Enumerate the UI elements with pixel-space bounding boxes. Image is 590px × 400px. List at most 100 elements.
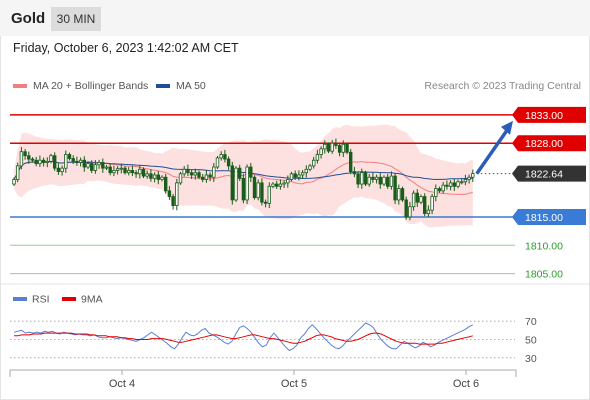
candle (19, 151, 24, 167)
candle (67, 154, 72, 159)
candle (467, 176, 471, 180)
forecast-arrow-layer (475, 120, 513, 175)
candle (123, 167, 127, 174)
candle (341, 143, 345, 153)
candle (178, 173, 183, 184)
candle (182, 168, 186, 175)
candle (419, 196, 423, 203)
candle (127, 170, 131, 174)
candle (404, 199, 408, 218)
ma50-swatch (156, 84, 170, 89)
header-bar: Gold 30 MIN (0, 0, 590, 36)
candle (267, 185, 271, 204)
candle (245, 166, 249, 201)
candle (219, 154, 223, 159)
rsi-swatch (13, 297, 27, 301)
candle (101, 162, 105, 169)
credit-text: Research © 2023 Trading Central (424, 80, 581, 92)
candle (212, 166, 216, 178)
forecast-arrow-head (501, 120, 513, 135)
candle (53, 155, 57, 169)
candle (311, 159, 316, 167)
candle (34, 159, 38, 165)
candle (300, 172, 305, 176)
level-label-resistance: 1833.00 (525, 110, 563, 122)
candle (382, 176, 386, 185)
level-labels-layer: 1833.00 1828.00 1822.64 1815.00 1810.00 1805.… (512, 106, 586, 281)
time-axis-layer: Oct 4 Oct 5 Oct 6 (9, 369, 517, 390)
candle (115, 168, 120, 171)
candle (160, 176, 164, 180)
candle (448, 182, 453, 187)
candle (75, 160, 79, 163)
candle (400, 188, 405, 201)
candle (289, 173, 294, 180)
candle (138, 168, 142, 175)
rsi-tick-label: 30 (525, 353, 537, 365)
candle (319, 148, 323, 155)
candle (130, 170, 135, 174)
candle (430, 196, 434, 211)
level-label-support: 1815.00 (525, 212, 563, 224)
candle (241, 177, 246, 201)
interval-button[interactable]: 30 MIN (51, 7, 101, 31)
ma50-label: MA 50 (176, 80, 206, 92)
candles-layer (12, 138, 475, 221)
candle (234, 167, 238, 201)
candle (141, 168, 146, 177)
candle (27, 155, 31, 160)
candle (389, 175, 394, 187)
candle (422, 196, 427, 214)
candle (315, 154, 320, 161)
level-label-box (512, 165, 586, 182)
ma50-line (13, 160, 473, 181)
candle (15, 165, 20, 180)
rsi-tick-label: 50 (525, 335, 537, 347)
candle (97, 162, 101, 166)
rsi-tick-label: 70 (525, 316, 537, 328)
candle (197, 172, 201, 178)
candle (112, 170, 116, 174)
candle (223, 154, 227, 160)
candle (134, 172, 138, 175)
candle (282, 182, 286, 185)
candle (352, 171, 357, 175)
candle (230, 165, 234, 201)
candle (459, 181, 464, 184)
rsi-ma-swatch (62, 297, 76, 301)
candle (256, 182, 260, 199)
candle (348, 151, 353, 172)
candle (175, 182, 179, 206)
candle (226, 158, 231, 167)
candle (360, 172, 364, 185)
candle (152, 174, 157, 179)
candle (193, 172, 197, 176)
ma20-swatch (13, 84, 27, 89)
candle (12, 179, 16, 185)
candle (38, 159, 42, 165)
candle (78, 159, 83, 163)
candle (60, 167, 64, 172)
rsi-line (13, 322, 474, 352)
candle (149, 173, 153, 179)
rsi-ma-line (14, 332, 473, 345)
candle (204, 174, 209, 180)
candle (252, 176, 257, 199)
candle (90, 163, 94, 171)
candle (249, 166, 253, 178)
level-label-box (512, 135, 586, 152)
candle (441, 184, 445, 192)
candle (271, 183, 275, 187)
candle (397, 188, 401, 201)
candle (163, 176, 168, 192)
level-label-current: 1822.64 (525, 169, 563, 181)
candle (274, 183, 279, 187)
candle (363, 172, 368, 185)
rsi-ma-legend-label: 9MA (81, 294, 103, 306)
candle (49, 155, 53, 162)
candle (104, 166, 109, 169)
level-label-target: 1810.00 (525, 240, 563, 252)
candle (411, 192, 416, 208)
candle (323, 143, 327, 150)
